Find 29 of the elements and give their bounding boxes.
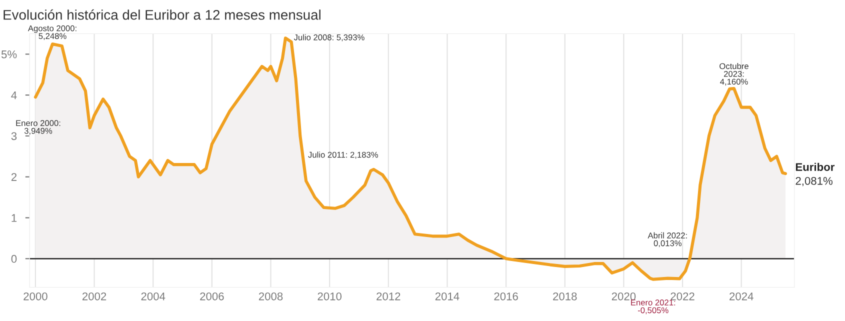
x-tick-label: 2014 — [435, 292, 460, 300]
annotation: Octubre 2023: 4,160% — [720, 62, 748, 86]
y-tick-label: 2 — [11, 173, 17, 181]
x-tick-label: 2018 — [553, 292, 577, 300]
x-tick-label: 2006 — [200, 292, 224, 300]
x-tick-label: 2010 — [318, 292, 342, 300]
x-tick-label: 2016 — [494, 292, 518, 300]
annotation: Enero 2021: -0,505% — [631, 300, 676, 314]
annotation: Enero 2000: 3,949% — [16, 120, 60, 135]
chart-title: Evolución histórica del Euribor a 12 meses mensual — [4, 9, 320, 20]
y-tick-label: 3 — [11, 132, 17, 140]
annotation: Julio 2008: 5,393% — [294, 34, 364, 42]
annotation: Julio 2011: 2,183% — [308, 152, 378, 159]
x-tick-label: 2000 — [24, 292, 48, 300]
x-tick-label: 2020 — [612, 292, 636, 300]
y-tick-label: 4 — [11, 91, 17, 100]
x-tick-label: 2004 — [141, 292, 166, 300]
y-tick-label: 0 — [11, 254, 17, 263]
series-label: Euribor — [796, 162, 835, 171]
x-tick-label: 2024 — [730, 292, 754, 300]
x-tick-label: 2012 — [376, 292, 400, 300]
x-tick-label: 2022 — [670, 292, 694, 300]
annotation: Abril 2022: 0,013% — [648, 232, 687, 248]
y-tick-label: 1 — [12, 214, 17, 222]
y-tick-label: 5% — [1, 50, 17, 58]
annotation: 2,081% — [796, 176, 832, 186]
annotation: Agosto 2000: 5,248% — [28, 25, 76, 40]
x-tick-label: 2008 — [258, 292, 283, 300]
x-tick-label: 2002 — [82, 292, 106, 300]
